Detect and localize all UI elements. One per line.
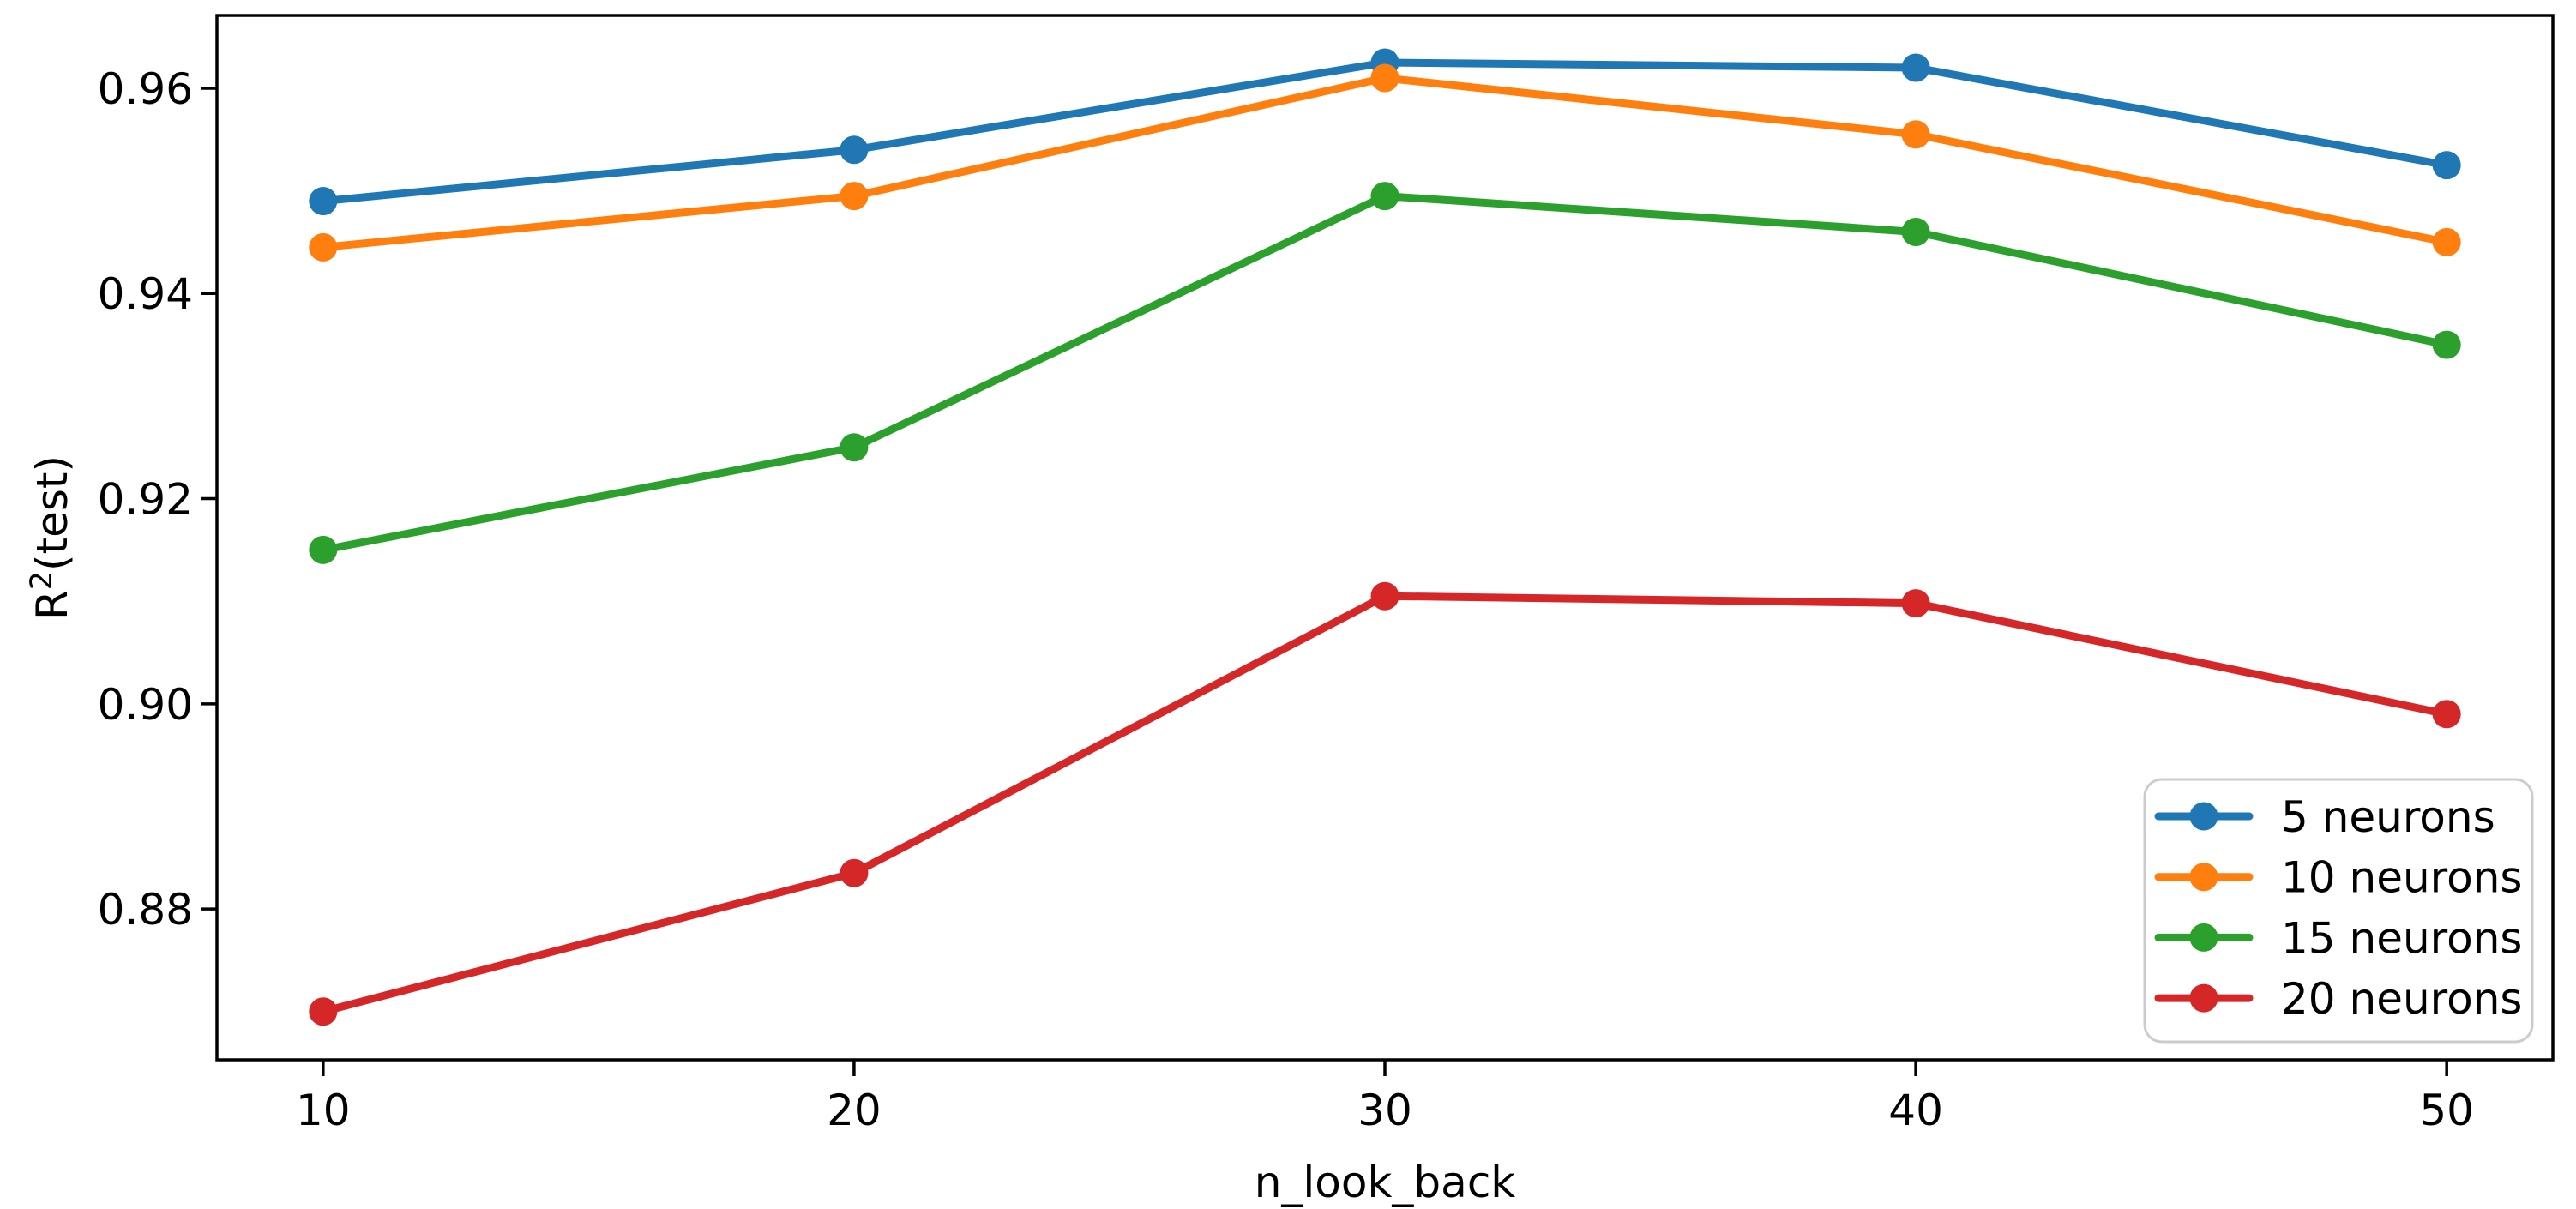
data-point-5-neurons [2432, 151, 2461, 180]
data-point-15-neurons [1901, 217, 1930, 246]
legend-box [2143, 778, 2534, 1044]
data-point-20-neurons [1370, 581, 1399, 611]
series-line-15-neurons [319, 192, 2451, 554]
data-point-20-neurons [2432, 700, 2461, 729]
data-point-10-neurons [2432, 227, 2461, 256]
y-tick-label: 0.92 [98, 475, 193, 525]
y-tick-label: 0.90 [98, 680, 193, 730]
x-tick-label: 30 [1357, 1086, 1412, 1135]
x-axis-label: n_look_back [1255, 1158, 1516, 1207]
data-point-5-neurons [840, 135, 869, 165]
data-point-10-neurons [1370, 63, 1399, 93]
y-tick-label: 0.88 [98, 885, 193, 935]
legend: 5 neurons 10 neurons 15 neurons 20 neurons [2143, 778, 2534, 1044]
legend-entry-label: 15 neurons [2281, 913, 2522, 963]
data-point-20-neurons [309, 997, 338, 1026]
y-axis-label: R2(test) [25, 455, 77, 620]
data-point-10-neurons [309, 232, 338, 262]
x-tick-label: 40 [1888, 1086, 1943, 1135]
legend-entry-label: 10 neurons [2281, 853, 2522, 903]
x-axis-ticks: 10 20 30 40 50 [296, 1060, 2474, 1135]
y-tick-label: 0.96 [98, 64, 193, 114]
x-tick-label: 20 [827, 1086, 882, 1135]
data-point-10-neurons [840, 182, 869, 211]
data-point-15-neurons [309, 535, 338, 564]
data-point-15-neurons [2432, 330, 2461, 359]
legend-entry-label: 5 neurons [2281, 792, 2495, 842]
data-point-10-neurons [1901, 120, 1930, 149]
legend-swatch-marker [2189, 863, 2218, 892]
x-tick-label: 10 [296, 1086, 351, 1135]
x-tick-label: 50 [2419, 1086, 2474, 1135]
data-point-5-neurons [1901, 53, 1930, 82]
data-point-15-neurons [840, 433, 869, 462]
y-axis-ticks: 0.88 0.90 0.92 0.94 0.96 [98, 64, 217, 935]
legend-swatch-marker [2189, 923, 2218, 952]
data-point-5-neurons [309, 187, 338, 216]
data-point-15-neurons [1370, 182, 1399, 211]
y-tick-label: 0.94 [98, 269, 193, 319]
legend-entry-label: 20 neurons [2281, 974, 2522, 1024]
series-group [309, 48, 2461, 1026]
data-point-20-neurons [840, 858, 869, 887]
data-point-20-neurons [1901, 589, 1930, 618]
legend-swatch-marker [2189, 802, 2218, 831]
legend-swatch-marker [2189, 983, 2218, 1013]
series-line-20-neurons [319, 592, 2451, 1016]
